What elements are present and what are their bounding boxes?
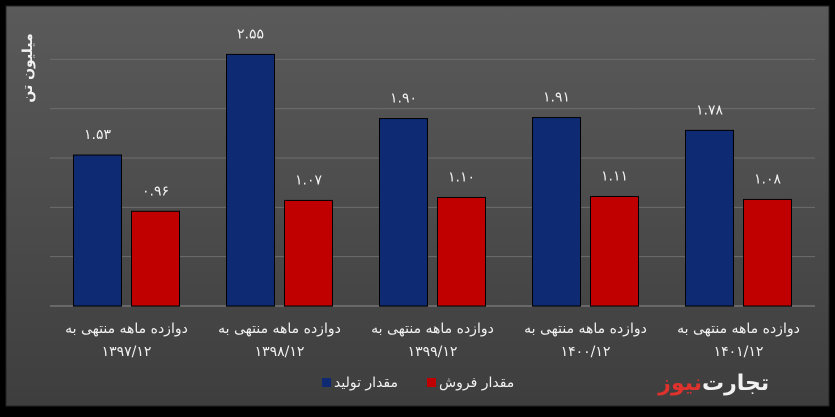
data-label: ۱.۵۳: [84, 127, 111, 143]
bar-sales: [131, 210, 180, 307]
category-label: دوازده ماهه منتهی به: [677, 321, 800, 337]
category-label: ۱۳۹۸/۱۲: [255, 344, 305, 360]
category-label: دوازده ماهه منتهی به: [65, 321, 188, 337]
category-label: دوازده ماهه منتهی به: [524, 321, 647, 337]
legend-entry: مقدار فروش: [439, 375, 514, 391]
category-label: دوازده ماهه منتهی به: [371, 321, 494, 337]
bar-sales: [284, 199, 333, 307]
legend: مقدار تولید مقدار فروش: [322, 375, 514, 391]
logo-part-news: نیوز: [657, 371, 702, 396]
y-axis-title: میلیون تن: [20, 33, 36, 102]
bar-production: [532, 117, 581, 307]
data-labels: ۱.۵۳ ۰.۹۶ ۲.۵۵ ۱.۰۷ ۱.۹۰ ۱.۱۰ ۱.۹۱ ۱.۱۱ ۱.۷۸ ۱.۰۸: [84, 26, 781, 199]
data-label: ۱.۰۸: [754, 171, 781, 187]
bar-sales: [590, 195, 639, 307]
data-label: ۱.۹۱: [543, 90, 570, 106]
logo: نیوز تجارت: [657, 371, 769, 396]
bar-sales: [743, 198, 792, 307]
bars: [73, 53, 792, 307]
category-labels: دوازده ماهه منتهی به ۱۳۹۷/۱۲ دوازده ماهه م…: [65, 321, 800, 360]
data-label: ۲.۵۵: [237, 26, 264, 42]
legend-swatch: [427, 378, 436, 387]
data-label: ۱.۱۰: [448, 169, 475, 185]
bar-sales: [437, 196, 486, 307]
data-label: ۱.۰۷: [295, 172, 322, 188]
data-label: ۱.۷۸: [696, 102, 723, 118]
legend-entry: مقدار تولید: [334, 375, 398, 391]
category-label: ۱۳۹۹/۱۲: [408, 344, 458, 360]
category-label: ۱۴۰۰/۱۲: [561, 344, 611, 360]
category-label: ۱۴۰۱/۱۲: [714, 344, 764, 360]
bar-production: [685, 129, 734, 307]
category-label: دوازده ماهه منتهی به: [218, 321, 341, 337]
data-label: ۰.۹۶: [142, 183, 169, 199]
data-label: ۱.۱۱: [601, 168, 628, 184]
logo-part-trade: تجارت: [702, 371, 769, 396]
legend-swatch: [322, 378, 331, 387]
data-label: ۱.۹۰: [390, 91, 417, 107]
bar-production: [73, 154, 122, 307]
bar-production: [226, 53, 275, 307]
category-label: ۱۳۹۷/۱۲: [102, 344, 152, 360]
bar-production: [379, 118, 428, 307]
